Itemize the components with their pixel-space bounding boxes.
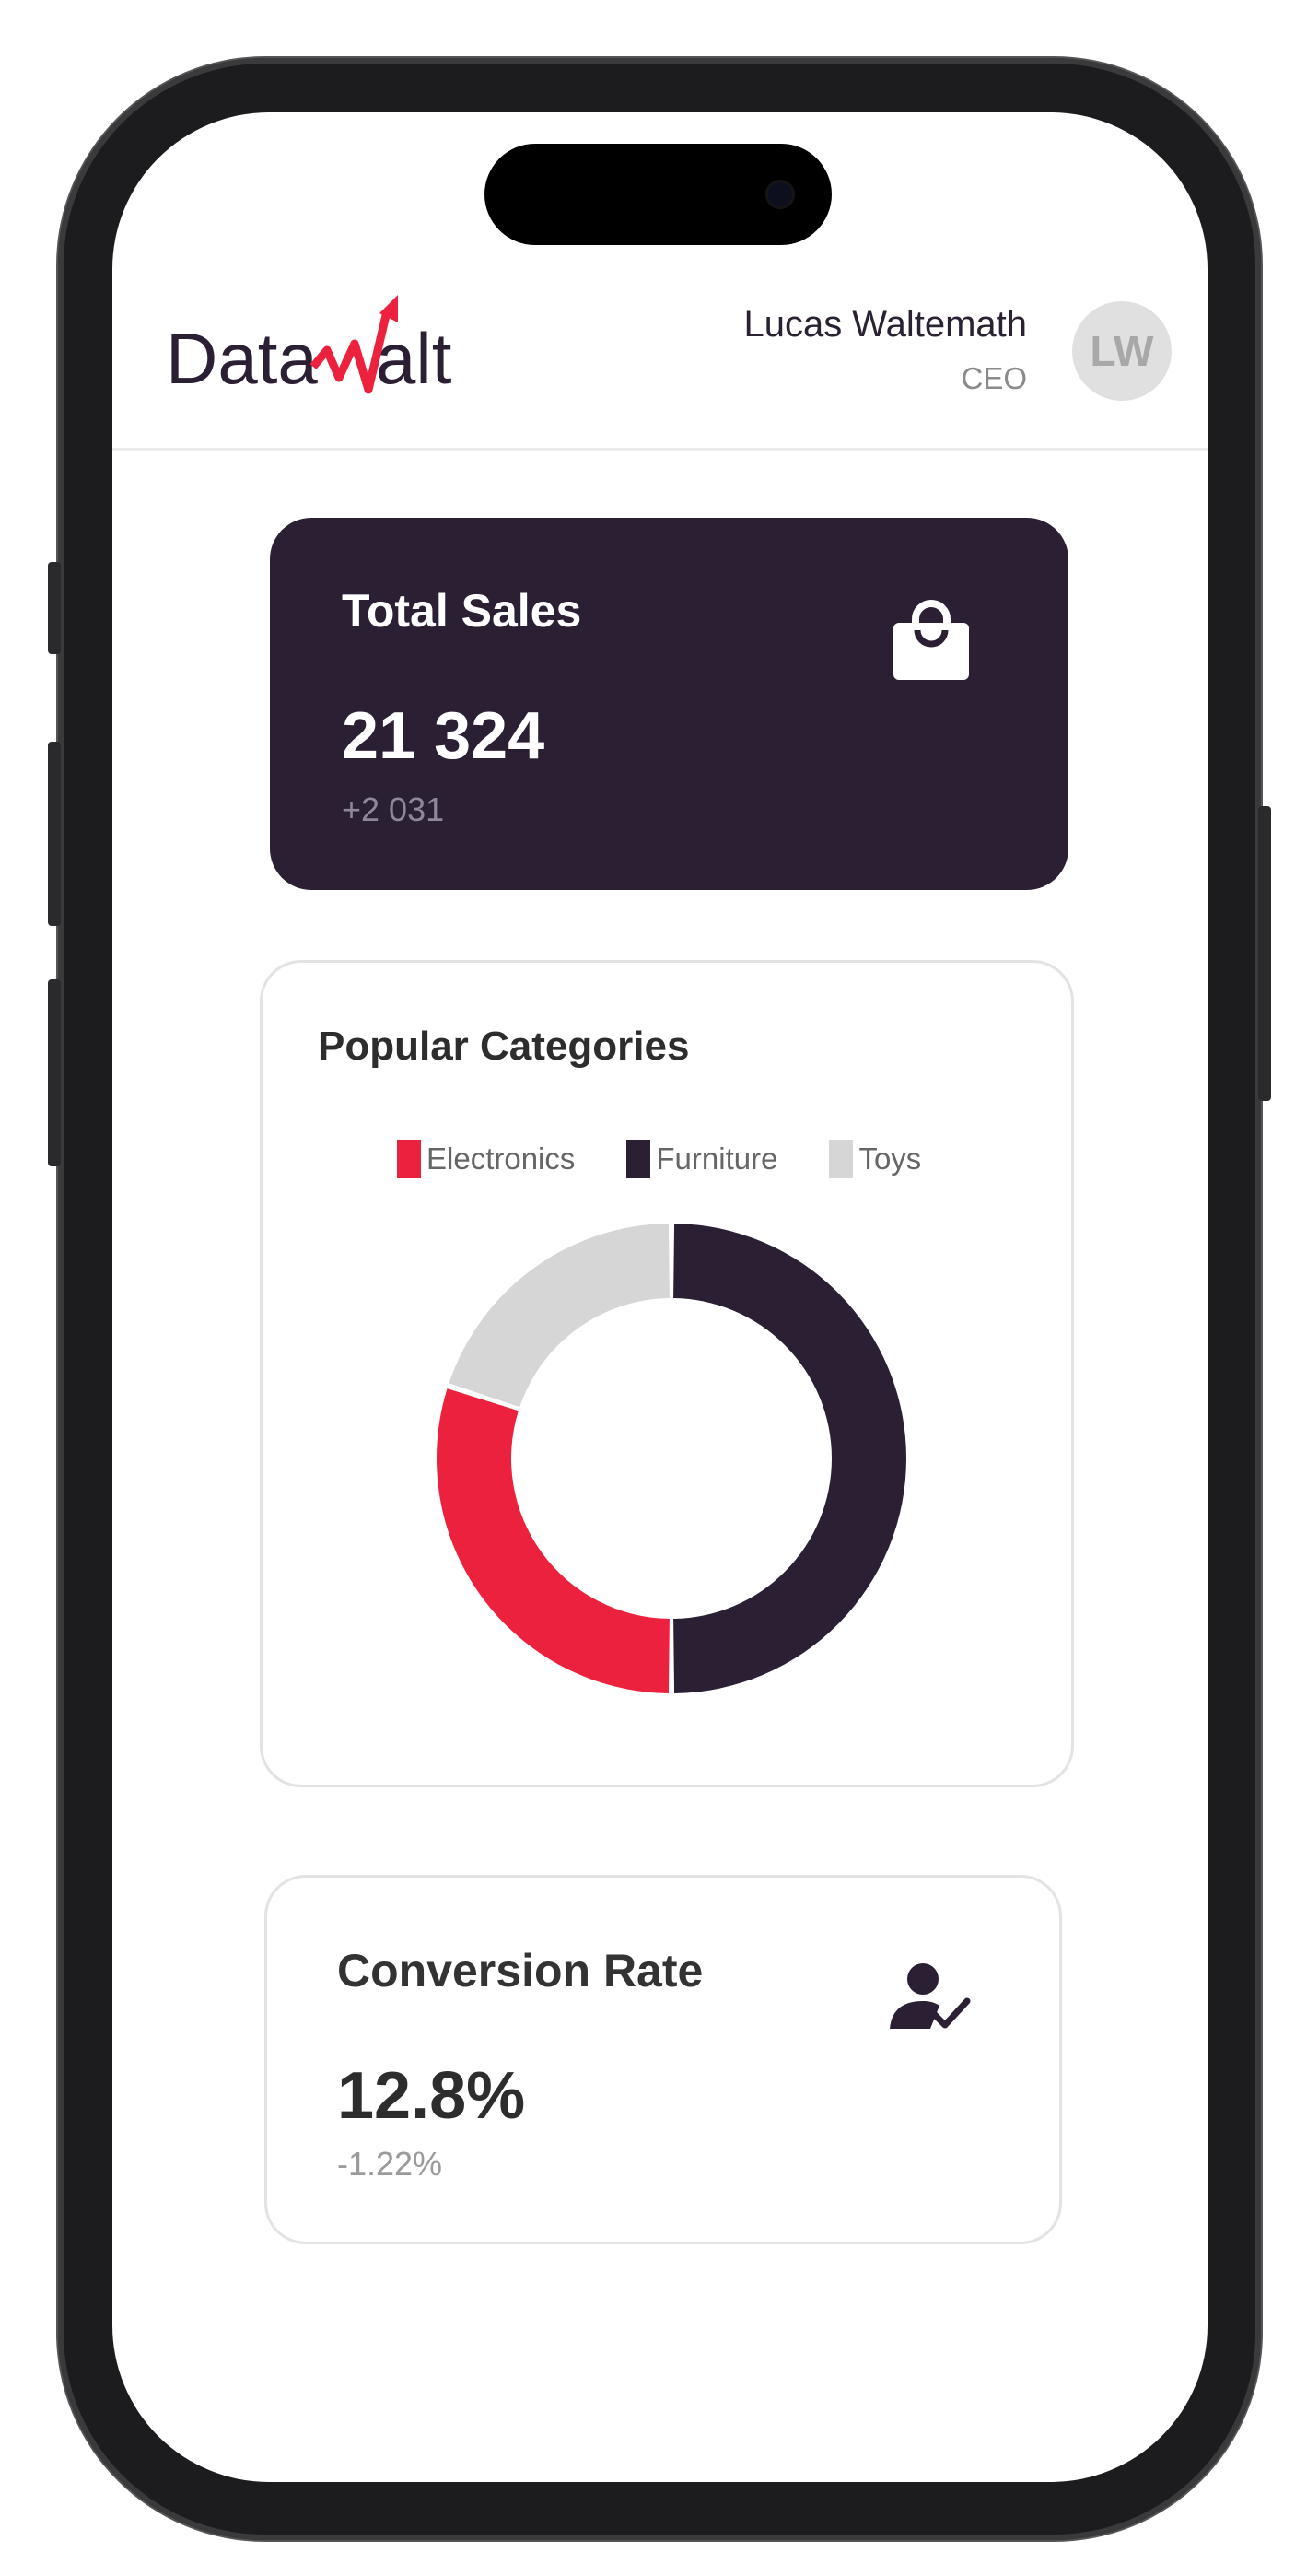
legend-label: Furniture: [656, 1142, 778, 1176]
conversion-rate-value: 12.8%: [337, 2059, 526, 2133]
legend-swatch: [626, 1140, 651, 1178]
total-sales-change: +2 031: [342, 790, 445, 828]
donut-chart: [436, 1224, 907, 1693]
legend-swatch: [397, 1140, 421, 1178]
popular-categories-title: Popular Categories: [318, 1024, 690, 1069]
popular-categories-card: Popular Categories Electronics Furniture…: [260, 960, 1074, 1787]
total-sales-card[interactable]: Total Sales 21 324 +2 031: [270, 518, 1068, 890]
conversion-rate-card[interactable]: Conversion Rate 12.8% -1.22%: [264, 1875, 1062, 2244]
action-button: [48, 562, 61, 654]
avatar[interactable]: LW: [1072, 301, 1172, 401]
camera-icon: [768, 182, 792, 206]
donut-slice-toys[interactable]: [449, 1224, 670, 1408]
legend-item-furniture[interactable]: Furniture: [626, 1140, 777, 1178]
total-sales-title: Total Sales: [342, 585, 582, 637]
donut-slice-furniture[interactable]: [673, 1224, 907, 1693]
total-sales-value: 21 324: [342, 699, 545, 773]
legend-item-electronics[interactable]: Electronics: [397, 1140, 575, 1178]
donut-slice-electronics[interactable]: [436, 1388, 670, 1693]
datawalt-logo-icon: Data alt: [166, 295, 452, 399]
volume-up-button: [48, 742, 61, 926]
conversion-rate-change: -1.22%: [337, 2145, 443, 2183]
legend-item-toys[interactable]: Toys: [829, 1140, 921, 1178]
user-name: Lucas Waltemath: [743, 304, 1027, 345]
power-button: [1258, 806, 1271, 1101]
user-role: CEO: [961, 361, 1027, 395]
legend-label: Toys: [858, 1142, 922, 1176]
legend-swatch: [829, 1140, 854, 1178]
header-divider: [112, 448, 1208, 451]
logo[interactable]: Data alt: [166, 293, 479, 404]
shopping-bag-icon: [893, 600, 969, 680]
svg-text:alt: alt: [376, 318, 452, 399]
legend-label: Electronics: [426, 1142, 576, 1176]
svg-text:Data: Data: [166, 318, 318, 399]
user-check-icon: [890, 1963, 971, 2029]
volume-down-button: [48, 979, 61, 1166]
conversion-rate-title: Conversion Rate: [337, 1945, 704, 1996]
chart-legend: Electronics Furniture Toys: [397, 1140, 921, 1178]
